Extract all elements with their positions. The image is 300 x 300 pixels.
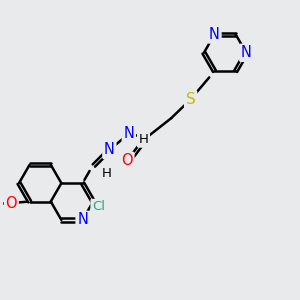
Text: N: N xyxy=(209,27,220,42)
Text: N: N xyxy=(241,45,252,60)
Text: S: S xyxy=(186,92,196,107)
Text: O: O xyxy=(5,196,17,211)
Text: N: N xyxy=(77,212,88,227)
Text: O: O xyxy=(121,153,133,168)
Text: H: H xyxy=(101,167,111,180)
Text: N: N xyxy=(123,126,134,141)
Text: H: H xyxy=(139,133,148,146)
Text: Cl: Cl xyxy=(92,200,105,213)
Text: N: N xyxy=(104,142,115,158)
